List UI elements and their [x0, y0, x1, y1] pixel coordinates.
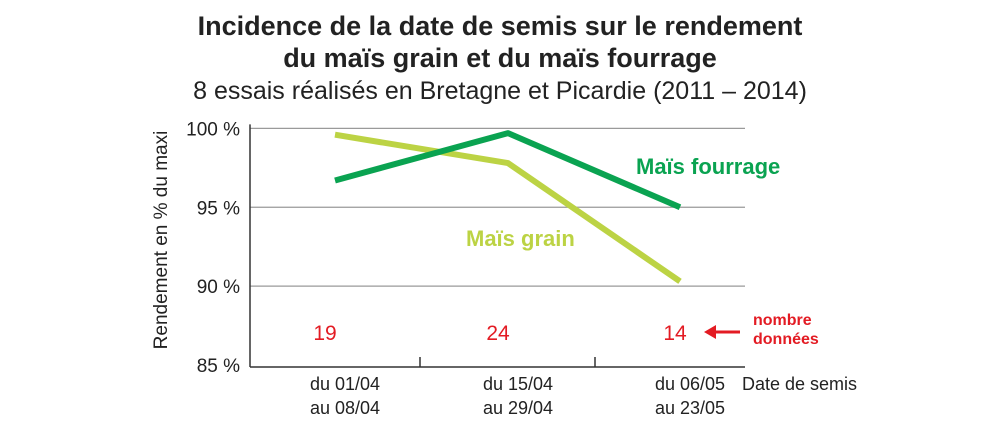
series-line	[334, 131, 682, 284]
y-tick-label: 100 %	[186, 119, 240, 140]
arrow-head-icon	[704, 325, 716, 339]
x-tick-label: au 29/04	[483, 398, 553, 418]
x-tick-label: du 15/04	[483, 374, 553, 394]
count-note-label: nombre	[753, 312, 812, 329]
count-label: 14	[663, 322, 687, 345]
x-axis-label: Date de semis	[742, 374, 857, 394]
y-axis-label: Rendement en % du maxi	[151, 131, 172, 350]
x-tick-label: au 08/04	[310, 398, 380, 418]
x-tick-label: au 23/05	[655, 398, 725, 418]
chart-title: Incidence de la date de semis sur le ren…	[197, 11, 803, 41]
count-note-label: données	[753, 331, 819, 348]
series-label: Maïs grain	[466, 226, 575, 251]
x-tick-label: du 01/04	[310, 374, 380, 394]
y-tick-label: 85 %	[197, 356, 240, 377]
y-tick-label: 90 %	[197, 277, 240, 298]
chart-subtitle: 8 essais réalisés en Bretagne et Picardi…	[193, 77, 807, 105]
chart-title-line2: du maïs grain et du maïs fourrage	[283, 43, 717, 73]
series-line	[334, 130, 682, 211]
series-label: Maïs fourrage	[636, 154, 780, 179]
count-label: 19	[313, 322, 336, 345]
y-tick-label: 95 %	[197, 198, 240, 219]
count-label: 24	[486, 322, 510, 345]
x-tick-label: du 06/05	[655, 374, 725, 394]
